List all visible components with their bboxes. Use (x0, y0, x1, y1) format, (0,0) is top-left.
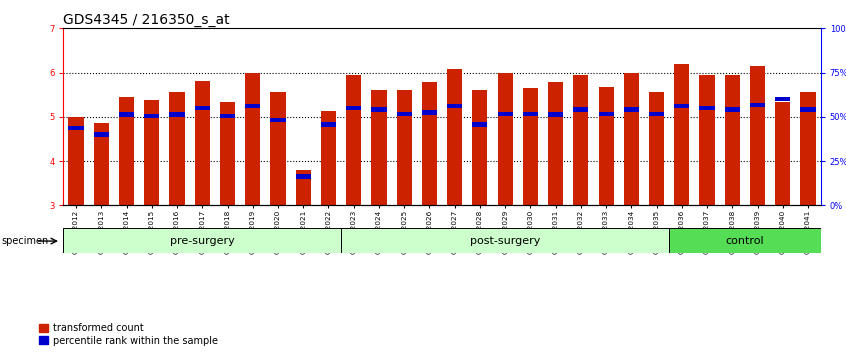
Bar (119, 97, 135, 205)
Bar (295, 174, 310, 179)
Bar (775, 97, 790, 101)
Bar (800, 107, 816, 112)
Bar (725, 75, 740, 205)
Bar (94, 122, 109, 205)
Bar (271, 118, 286, 122)
Bar (624, 107, 639, 112)
Bar (371, 107, 387, 112)
Bar (548, 82, 563, 205)
Bar (195, 81, 210, 205)
Bar (63, 228, 341, 253)
Bar (800, 92, 816, 205)
Bar (69, 117, 84, 205)
Bar (295, 170, 310, 205)
Bar (422, 110, 437, 115)
Bar (447, 69, 462, 205)
Bar (472, 90, 487, 205)
Bar (341, 228, 669, 253)
Text: GDS4345 / 216350_s_at: GDS4345 / 216350_s_at (63, 13, 230, 27)
Bar (245, 73, 261, 205)
Text: pre-surgery: pre-surgery (170, 236, 234, 246)
Bar (649, 112, 664, 116)
Bar (119, 113, 135, 117)
Bar (624, 74, 639, 205)
Bar (574, 75, 589, 205)
Bar (94, 132, 109, 137)
Bar (750, 103, 765, 107)
Bar (245, 104, 261, 108)
Text: specimen: specimen (2, 236, 49, 246)
Bar (649, 92, 664, 205)
Bar (397, 90, 412, 205)
Bar (69, 126, 84, 130)
Bar (346, 106, 361, 110)
Bar (548, 113, 563, 117)
Bar (700, 106, 715, 110)
Bar (422, 82, 437, 205)
Bar (497, 74, 513, 205)
Bar (669, 228, 821, 253)
Bar (397, 112, 412, 116)
Bar (523, 112, 538, 116)
Bar (321, 111, 336, 205)
Bar (220, 102, 235, 205)
Bar (574, 107, 589, 112)
Bar (725, 107, 740, 112)
Bar (169, 113, 184, 117)
Bar (523, 88, 538, 205)
Bar (598, 87, 613, 205)
Bar (144, 100, 159, 205)
Text: control: control (726, 236, 764, 246)
Bar (371, 90, 387, 205)
Bar (195, 106, 210, 110)
Text: post-surgery: post-surgery (470, 236, 541, 246)
Legend: transformed count, percentile rank within the sample: transformed count, percentile rank withi… (39, 323, 218, 346)
Bar (775, 102, 790, 205)
Bar (271, 92, 286, 205)
Bar (598, 112, 613, 116)
Bar (321, 122, 336, 127)
Bar (750, 66, 765, 205)
Bar (472, 122, 487, 127)
Bar (346, 75, 361, 205)
Bar (674, 104, 689, 108)
Bar (220, 114, 235, 118)
Bar (144, 114, 159, 118)
Bar (447, 104, 462, 108)
Bar (700, 75, 715, 205)
Bar (674, 64, 689, 205)
Bar (497, 112, 513, 116)
Bar (169, 92, 184, 205)
